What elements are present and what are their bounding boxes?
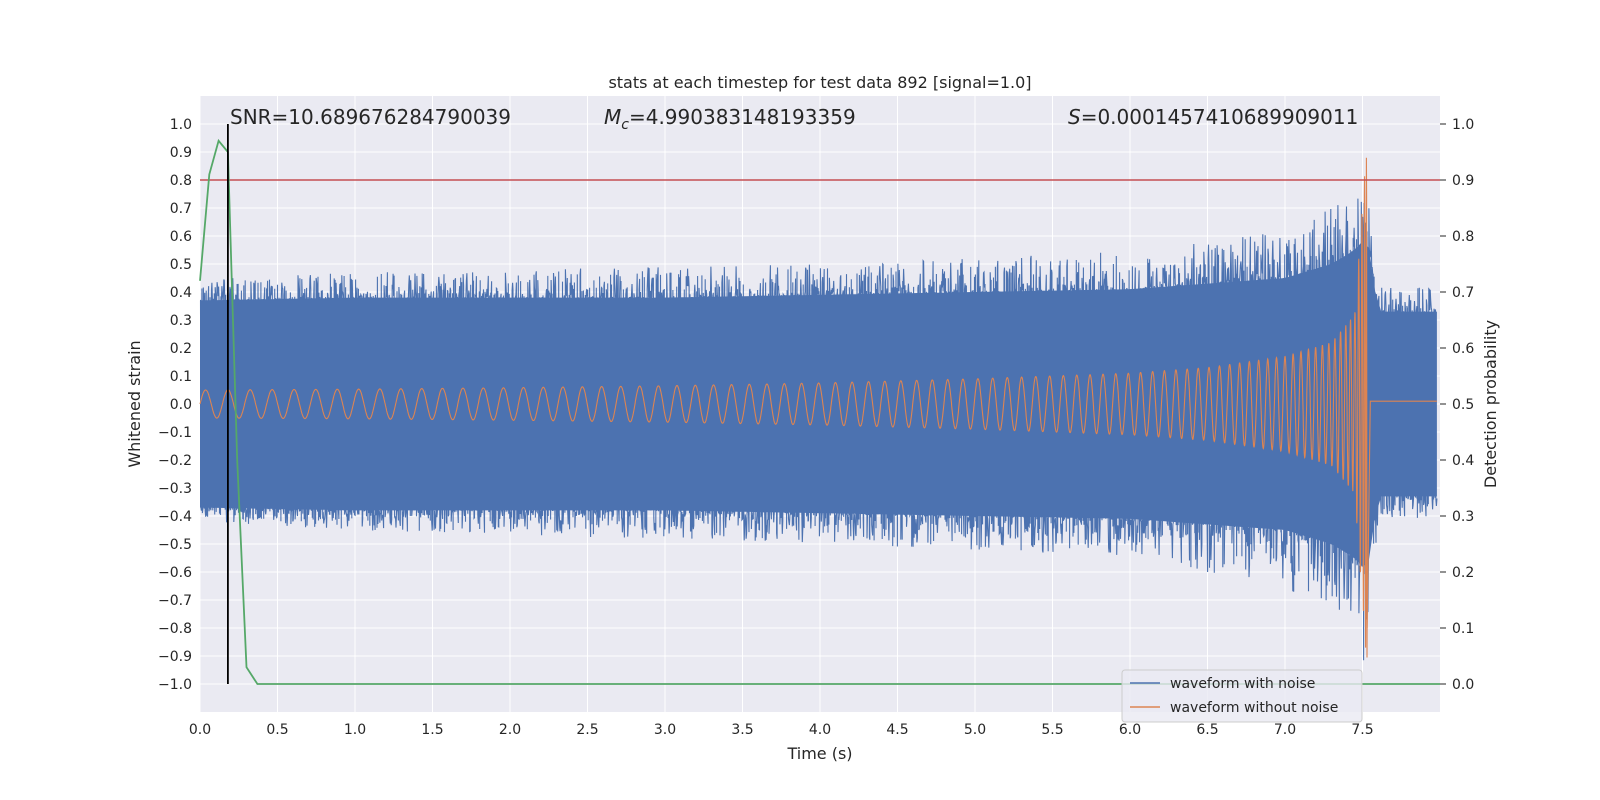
y-tick-label: −0.3 <box>158 481 192 497</box>
legend-box <box>1121 669 1363 723</box>
y2-tick-label: 0.4 <box>1452 453 1474 469</box>
s-symbol: S <box>1068 105 1081 129</box>
x-tick-label: 2.5 <box>576 722 598 738</box>
waveform-with-noise-line <box>199 198 1438 661</box>
y-tick-label: −0.5 <box>158 537 192 553</box>
y-tick-label: −0.4 <box>158 509 192 525</box>
y2-tick-label: 0.0 <box>1452 677 1474 693</box>
legend: waveform with noise waveform without noi… <box>1121 669 1363 723</box>
x-tick-label: 4.5 <box>886 722 908 738</box>
y-tick-label: 0.8 <box>170 173 192 189</box>
waveform-without-noise-line <box>199 157 1437 658</box>
y-tick-label: −0.7 <box>158 593 192 609</box>
y-tick-label: 0.1 <box>170 369 192 385</box>
y-tick-label: 0.6 <box>170 229 192 245</box>
x-tick-label: 0.0 <box>189 722 211 738</box>
y2-tick-label: 0.8 <box>1452 229 1474 245</box>
y-tick-label: 0.3 <box>170 313 192 329</box>
y-tick-label: −0.2 <box>158 453 192 469</box>
chirp-mass-symbol: M <box>604 105 621 129</box>
waveform-with-noise-band <box>200 241 1437 567</box>
y2-axis-title: Detection probability <box>1481 320 1500 488</box>
y-tick-label: −0.1 <box>158 425 192 441</box>
x-tick-label: 3.5 <box>731 722 753 738</box>
y-tick-label: 0.9 <box>170 145 192 161</box>
x-tick-label: 7.5 <box>1351 722 1373 738</box>
s-annotation: S=0.0001457410689909011 <box>1068 105 1358 129</box>
y-tick-label: −0.6 <box>158 565 192 581</box>
chirp-mass-subscript: c <box>621 117 629 133</box>
y-tick-label: 1.0 <box>170 117 192 133</box>
y2-tick-label: 0.7 <box>1452 285 1474 301</box>
chirp-mass-value: =4.990383148193359 <box>629 105 856 129</box>
x-tick-label: 0.5 <box>266 722 288 738</box>
y2-tick-label: 0.1 <box>1452 621 1474 637</box>
x-tick-label: 4.0 <box>809 722 831 738</box>
y-tick-label: 0.0 <box>170 397 192 413</box>
s-value: =0.0001457410689909011 <box>1081 105 1359 129</box>
x-tick-label: 6.0 <box>1119 722 1141 738</box>
y-tick-label: 0.5 <box>170 257 192 273</box>
y-tick-label: 0.4 <box>170 285 192 301</box>
x-tick-label: 2.0 <box>499 722 521 738</box>
x-tick-label: 6.5 <box>1196 722 1218 738</box>
y-axis-title: Whitened strain <box>125 340 144 467</box>
x-tick-label: 5.5 <box>1041 722 1063 738</box>
y2-tick-label: 0.6 <box>1452 341 1474 357</box>
legend-label-noise: waveform with noise <box>1170 676 1315 692</box>
ticks-layer: 0.0 0.5 1.0 1.5 2.0 2.5 3.0 3.5 4.0 4.5 5.0 5.5 6.0 6… <box>158 117 1474 738</box>
y2-tick-label: 1.0 <box>1452 117 1474 133</box>
detection-probability-line <box>199 138 1440 685</box>
series-layer <box>199 124 1440 685</box>
chirp-mass-annotation: Mc=4.990383148193359 <box>604 105 856 133</box>
y-tick-label: −1.0 <box>158 677 192 693</box>
y2-tick-label: 0.3 <box>1452 509 1474 525</box>
chart-title: stats at each timestep for test data 892… <box>608 73 1031 92</box>
x-tick-label: 7.0 <box>1274 722 1296 738</box>
y-tick-label: −0.9 <box>158 649 192 665</box>
y2-tick-label: 0.2 <box>1452 565 1474 581</box>
y-tick-label: 0.7 <box>170 201 192 217</box>
legend-label-clean: waveform without noise <box>1170 700 1338 716</box>
x-tick-label: 5.0 <box>964 722 986 738</box>
y-tick-label: 0.2 <box>170 341 192 357</box>
x-tick-label: 3.0 <box>654 722 676 738</box>
y2-tick-label: 0.9 <box>1452 173 1474 189</box>
snr-annotation: SNR=10.689676284790039 <box>230 105 511 129</box>
x-tick-label: 1.0 <box>344 722 366 738</box>
x-axis-title: Time (s) <box>786 744 852 763</box>
x-tick-label: 1.5 <box>421 722 443 738</box>
y2-tick-label: 0.5 <box>1452 397 1474 413</box>
y-tick-label: −0.8 <box>158 621 192 637</box>
